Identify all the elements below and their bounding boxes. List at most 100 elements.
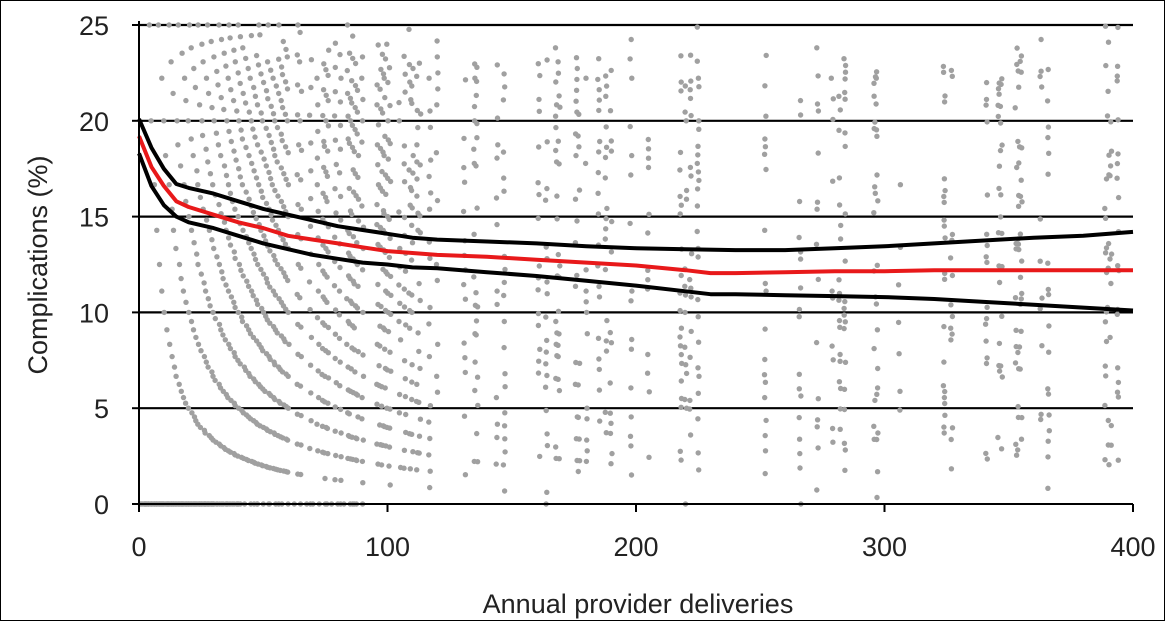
scatter-point [189,410,195,416]
scatter-point [584,416,590,422]
scatter-point [948,436,954,443]
scatter-point [176,261,183,268]
scatter-point [1115,117,1121,123]
scatter-point [270,111,277,117]
scatter-point [947,255,954,261]
scatter-point [359,267,366,273]
scatter-point [298,265,304,271]
scatter-point [1014,45,1020,51]
scatter-point [695,339,702,345]
trend-lines [137,118,1134,313]
scatter-point [388,311,394,317]
scatter-point [762,227,768,233]
scatter-point [796,371,802,377]
scatter-point [195,182,201,188]
x-tick-label: 300 [862,532,907,562]
scatter-point [401,161,407,167]
scatter-point [263,163,269,169]
scatter-point [998,363,1004,369]
scatter-point [387,273,394,280]
scatter-point [269,182,275,188]
scatter-point [307,306,313,313]
scatter-point [678,88,684,94]
scatter-point [333,380,339,386]
scatter-point [270,75,276,81]
scatter-point [258,149,264,155]
scatter-point [695,314,701,320]
scatter-point [996,340,1003,347]
scatter-point [475,402,481,409]
scatter-point [396,209,402,215]
scatter-point [434,277,440,284]
scatter-point [941,217,947,223]
scatter-point [306,279,313,285]
scatter-point [1114,311,1121,317]
scatter-point [872,190,878,196]
scatter-point [344,22,351,28]
scatter-point [502,84,508,90]
scatter-point [645,136,651,143]
scatter-point [352,82,359,89]
scatter-point [382,56,389,62]
scatter-point [543,314,549,320]
scatter-point [197,194,204,201]
scatter-point [254,102,261,108]
scatter-point [416,348,422,355]
scatter-point [608,461,614,467]
scatter-point [382,346,388,352]
scatter-point [874,327,881,333]
scatter-point [948,302,954,308]
scatter-point [574,76,580,83]
scatter-point [576,458,583,464]
scatter-point [678,378,684,384]
scatter-point [198,271,204,277]
scatter-point [408,187,415,194]
scatter-point [248,288,255,294]
scatter-point [1014,164,1020,171]
scatter-point [298,206,304,212]
line-lower [137,152,1134,313]
scatter-point [185,118,191,124]
scatter-point [267,248,273,254]
scatter-point [161,118,167,124]
scatter-point [501,188,507,194]
scatter-point [474,64,480,70]
scatter-point [687,52,694,58]
scatter-point [314,75,320,81]
scatter-point [215,82,221,88]
scatter-point [797,285,804,291]
scatter-point [388,292,394,298]
scatter-point [583,309,590,316]
scatter-point [333,161,339,168]
scatter-point [597,418,603,424]
scatter-point [385,118,391,124]
scatter-point [332,137,339,143]
scatter-point [695,390,701,396]
scatter-point [535,370,542,376]
scatter-point [1103,176,1110,182]
scatter-point [273,83,279,89]
scatter-point [386,463,392,469]
scatter-point [628,385,634,391]
scatter-point [875,430,881,436]
scatter-point [307,362,314,368]
scatter-point [535,310,542,317]
scatter-point [428,157,434,163]
scatter-point [232,304,238,311]
scatter-point [557,263,563,269]
scatter-point [627,220,633,227]
scatter-point [1108,251,1115,257]
scatter-point [360,437,366,443]
scatter-point [983,96,990,103]
scatter-point [155,22,162,28]
scatter-point [583,75,589,81]
scatter-point [1013,441,1019,447]
scatter-point [646,454,652,460]
x-axis-label: Annual provider deliveries [483,589,794,619]
scatter-point [191,240,197,246]
scatter-point [225,75,231,81]
scatter-point [354,131,360,137]
scatter-point [501,423,508,429]
scatter-point [1103,245,1110,251]
